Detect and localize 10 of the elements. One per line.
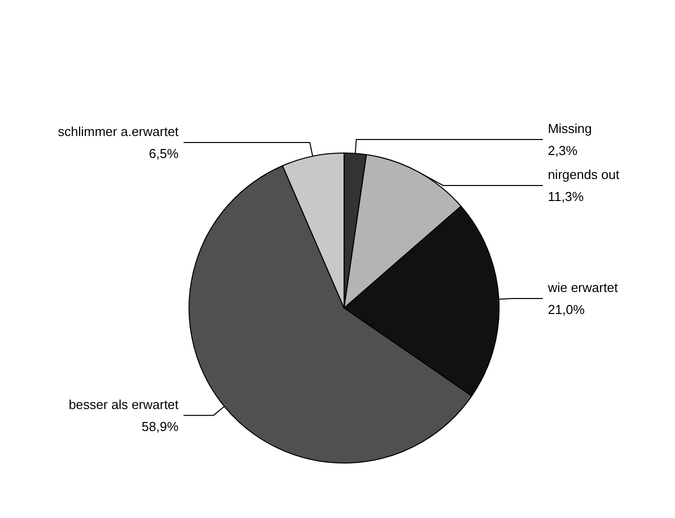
slice-label: wie erwartet [546,280,618,295]
data-label: 6,5% [148,146,179,162]
data-label: 11,3% [548,188,584,204]
slice-label: Missing [548,120,592,136]
slice-label: besser als erwartet [68,396,179,412]
data-label: 21,0% [548,302,586,317]
data-label: 58,9% [142,418,179,434]
data-label: 2,3% [548,142,578,158]
slice-label: nirgends out [548,166,620,182]
slice-label: schlimmer a.erwartet [58,124,179,140]
